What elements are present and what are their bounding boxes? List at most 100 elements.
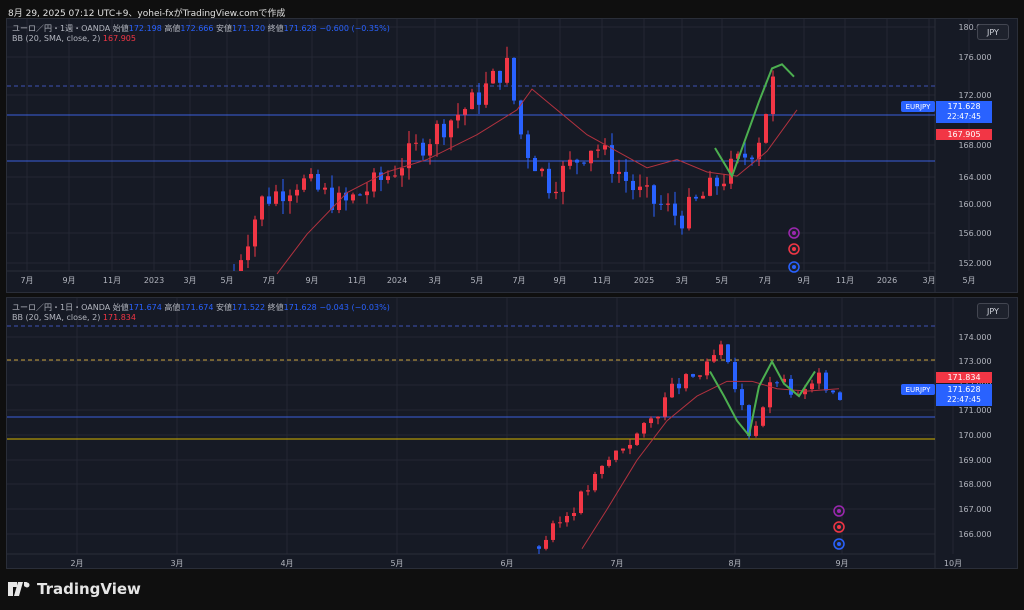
daily-chart-canvas[interactable]: 174.000173.000172.000171.000170.000169.0…: [7, 298, 1017, 568]
candle-body: [803, 389, 807, 395]
close-label: 終値: [267, 24, 284, 33]
daily-chart-pane[interactable]: 174.000173.000172.000171.000170.000169.0…: [6, 297, 1018, 569]
grid: [7, 298, 954, 554]
candle-body: [638, 186, 642, 191]
symbol-tag: EURJPY: [906, 103, 932, 111]
candle-body: [691, 374, 695, 377]
candle-body: [295, 189, 299, 196]
candle-body: [463, 109, 467, 115]
time-tick-label: 11月: [836, 276, 854, 285]
candle-body: [747, 405, 751, 436]
candle-body: [715, 177, 719, 187]
candle-body: [253, 219, 257, 247]
time-tick-label: 5月: [715, 276, 728, 285]
time-tick-label: 2026: [877, 276, 897, 285]
tradingview-logo[interactable]: TradingView: [8, 580, 141, 598]
time-tick-label: 2月: [70, 559, 83, 568]
candle-body: [617, 171, 621, 174]
candle-body: [379, 172, 383, 180]
candle-body: [372, 172, 376, 192]
candle-body: [768, 382, 772, 408]
flags-icon-dot: [792, 265, 796, 269]
candle-body: [484, 83, 488, 105]
bb-legend[interactable]: BB (20, SMA, close, 2) 167.905: [12, 34, 136, 43]
candle-body: [645, 185, 649, 187]
symbol-label[interactable]: ユーロ／円・1日・OANDA: [12, 303, 111, 312]
candle-body: [698, 375, 702, 377]
candle-body: [586, 490, 590, 492]
currency-button[interactable]: JPY: [977, 303, 1009, 319]
candle-body: [649, 418, 653, 424]
time-tick-label: 11月: [103, 276, 121, 285]
time-tick-label: 11月: [348, 276, 366, 285]
time-tick-label: 7月: [20, 276, 33, 285]
candle-body: [498, 70, 502, 83]
high-value: 172.666: [180, 24, 214, 33]
bb-tag-value: 167.905: [947, 130, 980, 139]
candle-body: [365, 191, 369, 196]
candle-body: [687, 196, 691, 229]
candle-body: [393, 175, 397, 177]
candle-body: [358, 194, 362, 196]
candle-body: [684, 374, 688, 389]
candle-body: [512, 57, 516, 101]
candle-body: [533, 157, 537, 172]
last-price-value: 171.628: [947, 385, 980, 394]
candle-body: [722, 183, 726, 187]
candle-body: [680, 215, 684, 229]
price-tick-label: 174.000: [958, 333, 991, 342]
candle-body: [519, 100, 523, 135]
candle-body: [414, 142, 418, 144]
high-label: 高値: [164, 303, 181, 312]
candle-body: [701, 195, 705, 199]
candle-body: [386, 176, 390, 180]
candle-body: [491, 70, 495, 84]
time-tick-label: 6月: [500, 559, 513, 568]
candle-body: [743, 153, 747, 158]
candle-body: [344, 192, 348, 201]
candles: [233, 46, 775, 271]
time-tick-label: 2023: [144, 276, 164, 285]
candle-body: [666, 203, 670, 205]
price-tick-label: 173.000: [958, 357, 991, 366]
change-value: −0.600 (−0.35%): [319, 24, 390, 33]
weekly-chart-pane[interactable]: 180.000 176.000 172.000 168.000 164.000 160.0…: [6, 18, 1018, 293]
low-label: 安値: [216, 24, 233, 33]
bb-tag: 171.834: [936, 372, 992, 383]
price-tick-label: 170.000: [958, 431, 991, 440]
low-value: 171.120: [232, 24, 266, 33]
high-value: 171.674: [180, 303, 214, 312]
time-tick-label: 5月: [220, 276, 233, 285]
candle-body: [635, 433, 639, 445]
symbol-label[interactable]: ユーロ／円・1週・OANDA: [12, 24, 111, 33]
candle-body: [477, 92, 481, 105]
bb-tag-value: 171.834: [947, 373, 980, 382]
candle-body: [719, 344, 723, 356]
chart-header: 8月 29, 2025 07:12 UTC+9、yohei-fxがTrading…: [8, 9, 286, 19]
candle-body: [540, 168, 544, 172]
time-tick-label: 7月: [610, 559, 623, 568]
candle-body: [631, 180, 635, 191]
candle-body: [330, 187, 334, 211]
time-tick-label: 2024: [387, 276, 407, 285]
candle-body: [470, 92, 474, 110]
high-label: 高値: [164, 24, 181, 33]
currency-button[interactable]: JPY: [977, 24, 1009, 40]
time-tick-label: 11月: [593, 276, 611, 285]
time-tick-label: 3月: [428, 276, 441, 285]
brand-name: TradingView: [37, 580, 141, 598]
bb-legend[interactable]: BB (20, SMA, close, 2) 171.834: [12, 313, 136, 322]
candle-body: [757, 142, 761, 160]
weekly-chart-canvas[interactable]: 180.000 176.000 172.000 168.000 164.000 160.0…: [7, 19, 1017, 292]
candle-body: [628, 444, 632, 449]
daily-ohlc-legend: ユーロ／円・1日・OANDA 始値171.674 高値171.674 安値171…: [12, 302, 390, 313]
candle-body: [575, 159, 579, 163]
price-tick-label: 171.000: [958, 406, 991, 415]
time-tick-label: 3月: [675, 276, 688, 285]
price-tick-label: 160.000: [958, 200, 991, 209]
symbol-tag-bg: [901, 101, 935, 112]
candle-body: [554, 191, 558, 194]
candle-body: [761, 407, 765, 426]
flags-icon-dot: [837, 542, 841, 546]
